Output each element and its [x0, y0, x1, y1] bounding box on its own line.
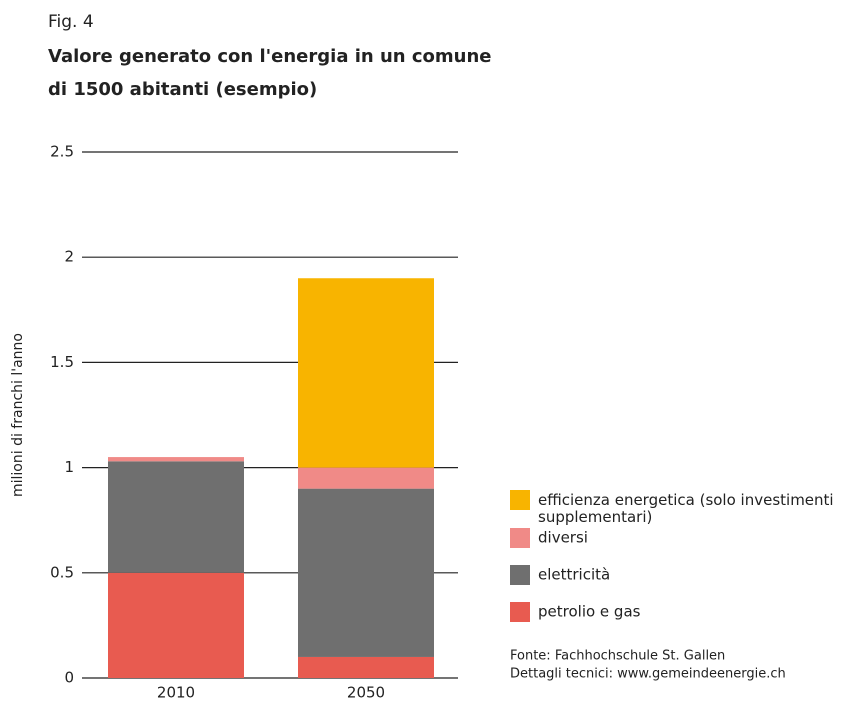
y-axis-label: milioni di franchi l'anno [10, 333, 26, 497]
x-tick-label: 2050 [347, 684, 385, 701]
legend-label: elettricità [538, 566, 610, 584]
y-tick-label: 1.5 [50, 353, 74, 371]
bar-segment [108, 457, 244, 462]
legend-swatch [510, 565, 530, 585]
chart-title: Valore generato con l'energia in un comu… [48, 46, 492, 67]
chart-title: di 1500 abitanti (esempio) [48, 79, 317, 100]
legend-label: petrolio e gas [538, 603, 641, 621]
note: Dettagli tecnici: www.gemeindeenergie.ch [510, 667, 786, 682]
note: Fonte: Fachhochschule St. Gallen [510, 649, 725, 664]
x-tick-label: 2010 [157, 684, 195, 701]
y-tick-label: 1 [64, 458, 74, 476]
legend-label: efficienza energetica (solo investimenti… [538, 491, 834, 526]
y-tick-label: 2.5 [50, 143, 74, 161]
y-tick-label: 2 [64, 248, 74, 266]
bar-segment [298, 656, 434, 678]
bar-segment [298, 278, 434, 468]
y-tick-label: 0 [64, 669, 74, 687]
bar-segment [298, 488, 434, 657]
bar-segment [108, 461, 244, 573]
legend-swatch [510, 490, 530, 510]
bar-segment [298, 467, 434, 489]
legend-swatch [510, 602, 530, 622]
y-tick-label: 0.5 [50, 563, 74, 581]
legend-swatch [510, 528, 530, 548]
legend-label: diversi [538, 529, 588, 547]
chart-subtitle: Fig. 4 [48, 12, 94, 32]
bar-segment [108, 572, 244, 678]
